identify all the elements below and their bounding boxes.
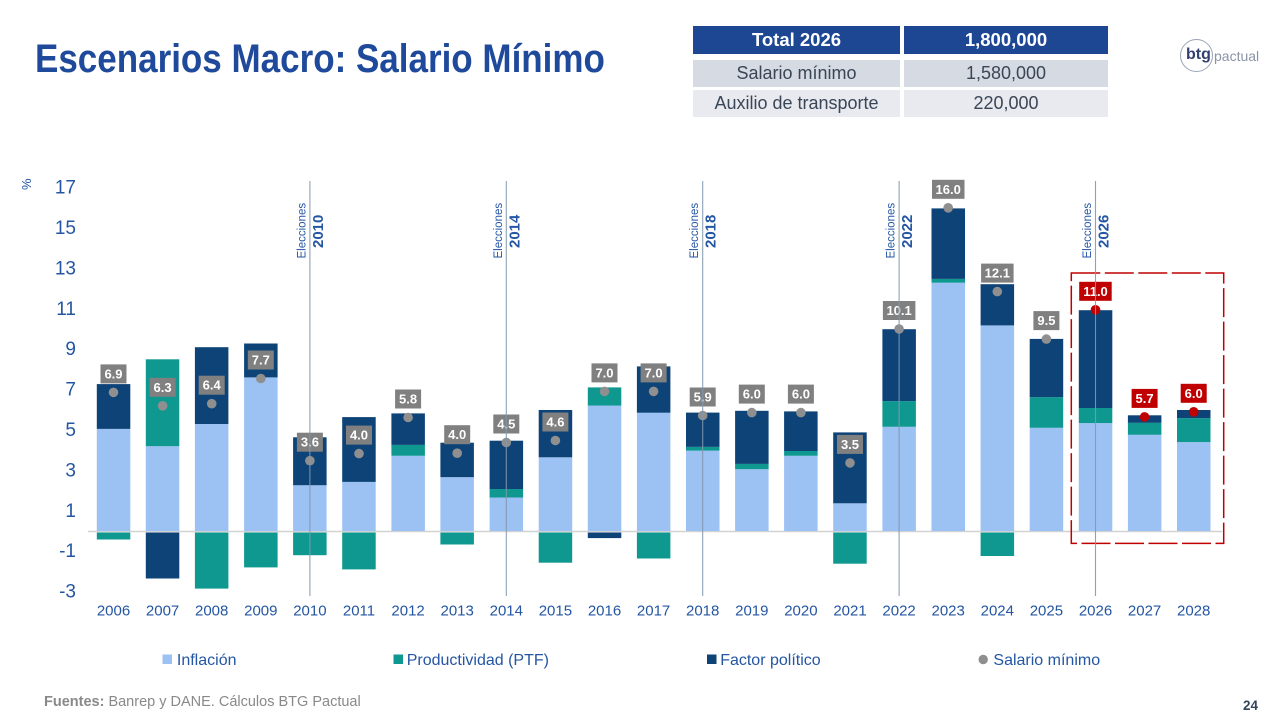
- svg-text:4.0: 4.0: [448, 427, 466, 442]
- svg-text:-1: -1: [59, 541, 76, 562]
- svg-text:2009: 2009: [244, 603, 277, 620]
- svg-text:4.6: 4.6: [546, 415, 564, 430]
- svg-text:12.1: 12.1: [985, 266, 1010, 281]
- svg-text:2010: 2010: [293, 603, 326, 620]
- svg-text:2017: 2017: [637, 603, 670, 620]
- svg-text:2018: 2018: [703, 215, 720, 248]
- svg-text:Elecciones: Elecciones: [886, 203, 898, 259]
- svg-text:2020: 2020: [784, 603, 817, 620]
- svg-text:2022: 2022: [899, 215, 916, 248]
- svg-text:3.5: 3.5: [841, 437, 859, 452]
- svg-text:7: 7: [65, 380, 76, 401]
- svg-text:2022: 2022: [882, 603, 915, 620]
- svg-text:2011: 2011: [343, 603, 375, 620]
- svg-text:7.0: 7.0: [645, 365, 663, 380]
- svg-text:6.4: 6.4: [203, 378, 222, 393]
- svg-text:2014: 2014: [506, 214, 523, 248]
- svg-text:%: %: [19, 178, 34, 190]
- svg-text:7.0: 7.0: [595, 365, 613, 380]
- svg-text:Salario mínimo: Salario mínimo: [993, 652, 1100, 669]
- svg-text:3: 3: [65, 460, 76, 481]
- svg-text:Elecciones: Elecciones: [1082, 203, 1094, 259]
- svg-text:2015: 2015: [539, 603, 572, 620]
- svg-text:6.0: 6.0: [1185, 386, 1203, 401]
- svg-text:5.7: 5.7: [1136, 391, 1154, 406]
- svg-text:11: 11: [56, 299, 76, 320]
- svg-text:9: 9: [65, 339, 76, 360]
- svg-text:13: 13: [55, 258, 76, 279]
- svg-text:2016: 2016: [588, 603, 621, 620]
- svg-text:15: 15: [55, 218, 76, 239]
- svg-text:1: 1: [65, 501, 76, 522]
- svg-text:Productividad (PTF): Productividad (PTF): [407, 652, 549, 669]
- svg-text:6.0: 6.0: [792, 387, 810, 402]
- svg-text:2027: 2027: [1128, 603, 1161, 620]
- svg-text:Elecciones: Elecciones: [689, 203, 701, 259]
- svg-text:17: 17: [55, 178, 76, 199]
- svg-text:5.8: 5.8: [399, 392, 417, 407]
- svg-text:Elecciones: Elecciones: [493, 203, 505, 259]
- svg-text:16.0: 16.0: [936, 182, 961, 197]
- svg-text:2012: 2012: [391, 603, 424, 620]
- svg-text:2026: 2026: [1096, 215, 1113, 248]
- svg-text:2006: 2006: [97, 603, 130, 620]
- svg-text:Inflación: Inflación: [177, 652, 237, 669]
- svg-text:2010: 2010: [310, 215, 327, 248]
- svg-text:Factor político: Factor político: [720, 652, 821, 669]
- svg-text:2007: 2007: [146, 603, 179, 620]
- svg-text:5: 5: [65, 420, 76, 441]
- svg-text:-3: -3: [59, 582, 76, 603]
- svg-text:2013: 2013: [441, 603, 474, 620]
- svg-text:2024: 2024: [981, 603, 1014, 620]
- svg-text:9.5: 9.5: [1037, 313, 1055, 328]
- svg-text:2025: 2025: [1030, 603, 1063, 620]
- svg-text:6.3: 6.3: [154, 380, 172, 395]
- svg-text:2019: 2019: [735, 603, 768, 620]
- svg-text:2028: 2028: [1177, 603, 1210, 620]
- svg-text:2026: 2026: [1079, 603, 1112, 620]
- svg-text:6.9: 6.9: [104, 366, 122, 381]
- svg-text:2014: 2014: [490, 603, 523, 620]
- svg-text:2008: 2008: [195, 603, 228, 620]
- svg-text:2023: 2023: [932, 603, 965, 620]
- svg-text:Elecciones: Elecciones: [296, 203, 308, 259]
- svg-text:7.7: 7.7: [252, 353, 270, 368]
- svg-text:6.0: 6.0: [743, 387, 761, 402]
- svg-text:4.0: 4.0: [350, 428, 368, 443]
- svg-text:2018: 2018: [686, 603, 719, 620]
- svg-text:2021: 2021: [833, 603, 866, 620]
